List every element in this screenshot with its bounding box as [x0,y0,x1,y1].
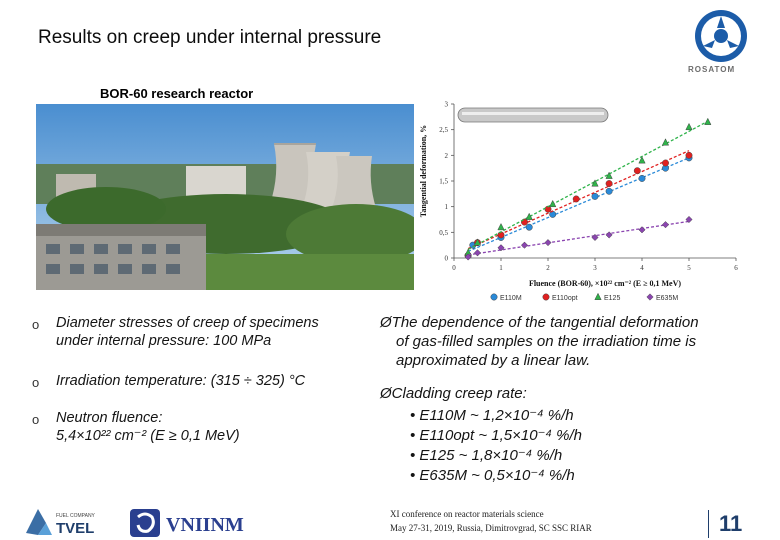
data-point [662,159,669,167]
bullet-marker: o [32,375,40,390]
x-tick-label: 3 [593,264,597,272]
bullet-line: 5,4×10²² cm⁻² (E ≥ 0,1 MeV) [56,428,240,444]
data-point [661,221,670,229]
trend-line [468,220,690,256]
reactor-photo-illustration [36,104,414,290]
data-point [591,192,599,200]
creep-chart: 0 1 2 3 4 5 6 0 0,5 1 1,5 2 2,5 3 Fluence (BOR-60), ×1… [419,101,738,303]
dependence-line: of gas-filled samples on the irradiation… [396,333,697,350]
tvel-logo-icon: FUEL COMPANY TVEL [26,509,96,537]
rosatom-logo-icon [695,10,747,62]
bullet-line: under internal pressure: 100 MPa [56,333,272,349]
y-tick-label: 1,5 [439,178,448,186]
dependence-line: approximated by a linear law. [396,352,591,369]
tvel-text: TVEL [56,520,94,537]
y-tick-label: 0,5 [439,229,448,237]
series-e125 [464,117,712,256]
x-tick-label: 2 [546,264,550,272]
data-point [497,231,505,239]
y-tick-label: 2,5 [439,126,448,134]
y-tick-label: 3 [445,101,449,109]
creep-rate-item: • E125 ~ 1,8×10⁻⁴ %/h [410,447,563,464]
data-point [497,244,505,252]
bullet-line: Irradiation temperature: (315 ÷ 325) °C [56,373,306,389]
data-point [549,199,557,208]
conference-name: XI conference on reactor materials scien… [390,509,544,519]
data-point [591,179,599,187]
x-axis-label: Fluence (BOR-60), ×10²² cm⁻² (E ≥ 0,1 Me… [529,279,681,288]
series-e635m [464,215,693,261]
legend-label: E110opt [552,295,578,302]
data-point [638,226,646,234]
x-tick-label: 6 [734,264,738,272]
data-point [542,293,550,301]
data-point [594,292,602,300]
data-point [605,180,613,188]
legend-label: E125 [604,295,620,302]
dependence-line: ØThe dependence of the tangential deform… [380,314,699,331]
data-point [605,171,613,179]
legend-label: E635M [656,295,678,302]
data-point [638,174,646,182]
chart-legend: E110M E110opt E125 E635M [490,292,678,302]
data-point [638,156,646,164]
data-point [704,117,712,125]
data-point [605,231,613,239]
data-point [633,167,641,175]
bullet-line: Neutron fluence: [56,410,163,426]
x-tick-label: 1 [499,264,503,272]
bullet-line: Diameter stresses of creep of specimens [56,315,319,331]
logo-text: ROSATOM [688,65,736,74]
creep-rate-item: • E110opt ~ 1,5×10⁻⁴ %/h [410,427,583,444]
conference-info: XI conference on reactor materials scien… [390,507,592,535]
y-tick-label: 0 [445,255,449,263]
specimen-image [457,107,609,123]
data-point [661,138,670,146]
data-point [685,215,693,224]
data-point [591,233,599,242]
data-point [464,253,472,261]
data-point [473,238,482,246]
creep-rate-item: • E635M ~ 0,5×10⁻⁴ %/h [410,467,575,484]
data-point [605,187,613,195]
data-point [473,249,482,257]
cladding-heading: ØCladding creep rate: [380,385,527,402]
specimen-highlight [462,112,604,115]
y-axis-label: Tangential deformation, % [419,125,428,217]
vniinm-text: VNIINM [166,514,244,536]
conference-details: May 27-31, 2019, Russia, Dimitrovgrad, S… [390,523,592,533]
chart-axes: 0 1 2 3 4 5 6 0 0,5 1 1,5 2 2,5 3 Fluence (BOR-60), ×1… [419,101,738,289]
x-tick-label: 0 [452,264,456,272]
vniinm-logo-icon: VNIINM [130,509,244,537]
data-point [525,212,533,220]
creep-rate-item: • E110M ~ 1,2×10⁻⁴ %/h [410,407,574,424]
legend-label: E110M [500,295,522,302]
reactor-photo [36,104,414,290]
data-point [685,122,693,131]
chart-series [464,117,712,261]
tvel-small-text: FUEL COMPANY [56,513,96,519]
bullet-marker: o [32,317,40,332]
data-point [490,293,498,301]
photo-caption: BOR-60 research reactor [100,86,254,101]
data-point [525,223,533,231]
x-tick-label: 5 [687,264,691,272]
data-point [685,151,693,159]
data-point [646,293,654,301]
page-number: 11 [708,510,742,538]
y-tick-label: 1 [445,203,449,211]
bullet-marker: o [32,412,40,427]
data-point [520,241,529,249]
y-tick-label: 2 [445,152,449,160]
trend-line [467,120,709,250]
data-point [544,239,552,247]
slide-title: Results on creep under internal pressure [38,27,382,48]
data-point [497,222,505,231]
x-tick-label: 4 [640,264,644,272]
data-point [572,195,580,203]
